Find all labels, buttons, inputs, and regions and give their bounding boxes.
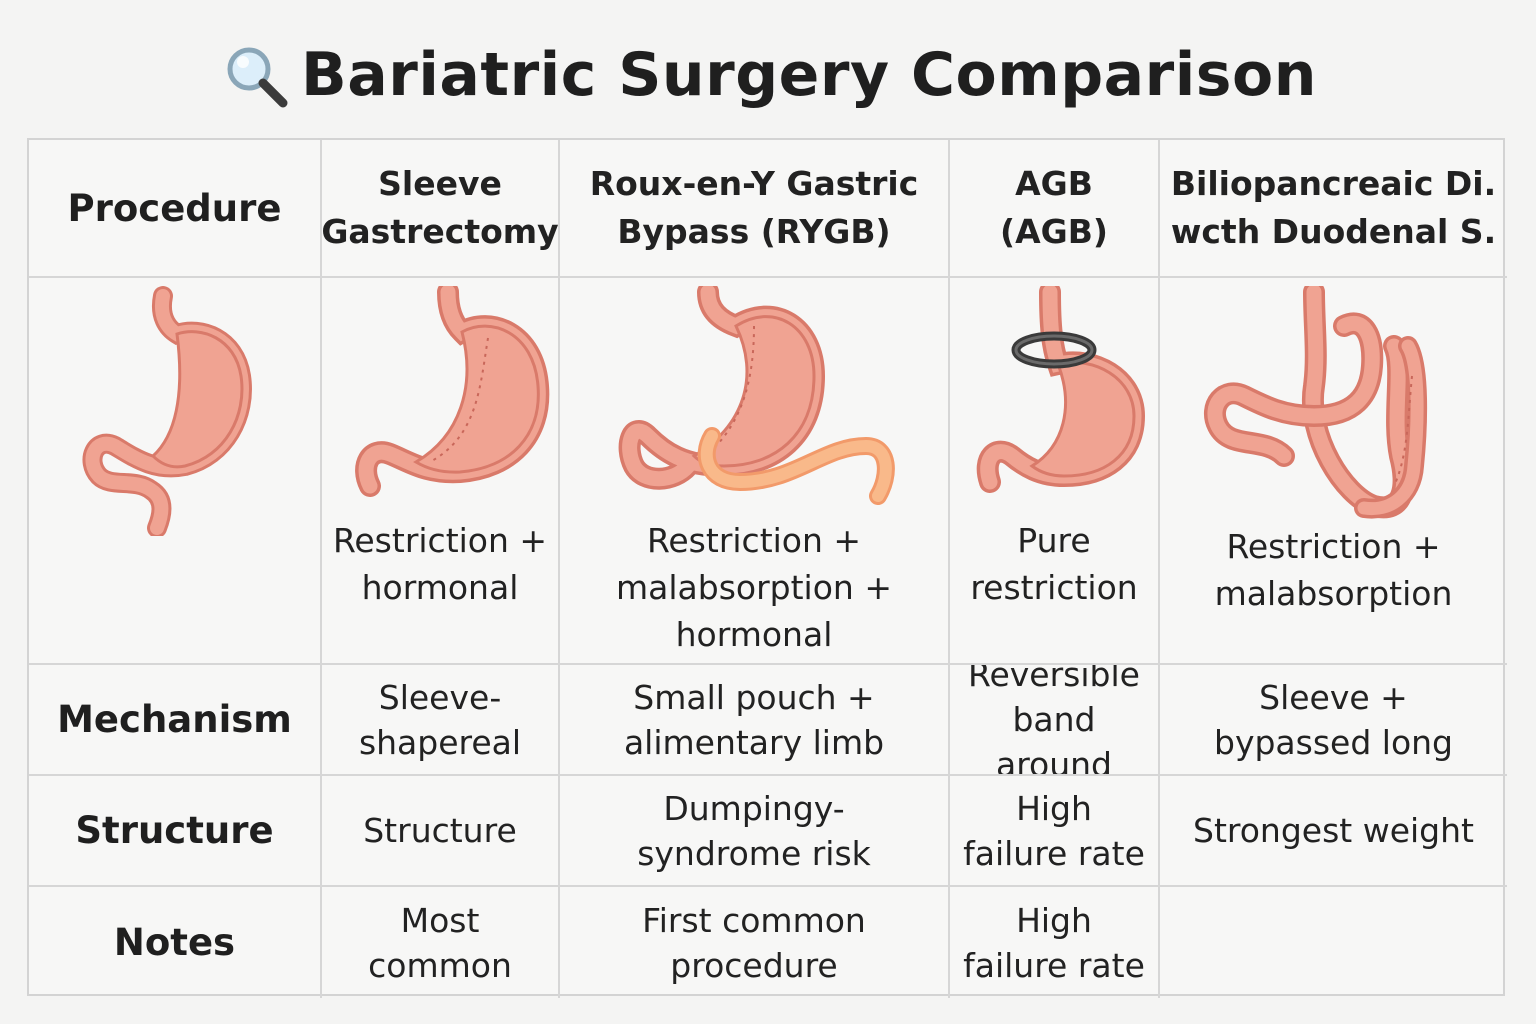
duodenal-switch-icon: [1203, 286, 1427, 519]
illustration-sleeve: Restriction + hormonal: [322, 278, 560, 665]
page-title: Bariatric Surgery Comparison: [301, 40, 1317, 110]
cell-line: Small pouch +: [633, 677, 875, 717]
cell-line: Sleeve-: [378, 677, 502, 717]
header-duodenal-switch: Biliopancreaic Di. wcth Duodenal S.: [1160, 140, 1507, 278]
notes-agb: High failure rate: [950, 887, 1160, 998]
cell-line: Dumpingy-: [663, 788, 845, 828]
caption-line: malabsorption +: [616, 568, 892, 607]
cell-line: High: [1016, 900, 1092, 940]
caption-line: Restriction +: [646, 521, 862, 560]
cell-line: First common: [642, 900, 866, 940]
caption-line: restriction: [970, 568, 1138, 607]
header-agb: AGB (AGB): [950, 140, 1160, 278]
structure-rygb: Dumpingy- syndrome risk: [560, 776, 950, 887]
row-label-notes: Notes: [29, 887, 322, 998]
row-label-structure: Structure: [29, 776, 322, 887]
caption-line: Restriction +: [1226, 527, 1441, 566]
cell-line: High: [1016, 788, 1092, 828]
cell-line: shapereal: [358, 722, 522, 762]
illustration-duodenal-switch: Restriction + malabsorption: [1160, 278, 1507, 665]
illustration-normal: [29, 278, 322, 665]
header-line: (AGB): [1000, 212, 1108, 251]
cell-line: common: [368, 945, 512, 985]
magnifying-glass-icon: [227, 47, 288, 108]
notes-rygb: First common procedure: [560, 887, 950, 998]
cell-line: failure rate: [963, 945, 1145, 985]
structure-agb: High failure rate: [950, 776, 1160, 887]
mechanism-rygb: Small pouch + alimentary limb: [560, 665, 950, 776]
caption-line: Pure: [1017, 521, 1091, 560]
illustration-agb: Pure restriction: [950, 278, 1160, 665]
cell-line: band around: [995, 700, 1113, 776]
mechanism-duodenal-switch: Sleeve + bypassed long: [1160, 665, 1507, 776]
banded-stomach-icon: [976, 286, 1146, 493]
sleeve-stomach-icon: [355, 286, 550, 497]
cell-line: Reversible: [968, 665, 1140, 694]
header-rygb: Roux-en-Y Gastric Bypass (RYGB): [560, 140, 950, 278]
structure-duodenal-switch: Strongest weight: [1160, 776, 1507, 887]
caption-line: hormonal: [361, 568, 519, 607]
structure-sleeve: Structure: [322, 776, 560, 887]
header-line: Roux-en-Y Gastric: [589, 164, 919, 203]
cell-line: failure rate: [963, 833, 1145, 873]
cell-line: syndrome risk: [637, 833, 871, 873]
mechanism-sleeve: Sleeve- shapereal: [322, 665, 560, 776]
header-sleeve-gastrectomy: Sleeve Gastrectomy: [322, 140, 560, 278]
caption-line: malabsorption: [1214, 574, 1453, 613]
cell-line: procedure: [670, 945, 838, 985]
illustration-rygb: Restriction + malabsorption + hormonal: [560, 278, 950, 665]
cell-line: Structure: [363, 811, 517, 850]
header-line: Sleeve: [378, 164, 502, 203]
cell-line: bypassed long: [1214, 722, 1453, 762]
header-line: Bypass (RYGB): [617, 212, 891, 251]
caption-line: hormonal: [675, 615, 833, 654]
header-line: AGB: [1015, 164, 1093, 203]
title-row: Bariatric Surgery Comparison: [0, 30, 1536, 120]
header-line: Biliopancreaic Di.: [1170, 164, 1497, 203]
header-row-label: Procedure: [29, 140, 322, 278]
row-label-mechanism: Mechanism: [29, 665, 322, 776]
cell-line: Sleeve +: [1259, 677, 1408, 717]
normal-stomach-icon: [82, 286, 252, 536]
header-line: wcth Duodenal S.: [1170, 212, 1497, 251]
header-line: Gastrectomy: [322, 212, 559, 251]
comparison-table: Procedure Sleeve Gastrectomy Roux-en-Y G…: [27, 138, 1507, 998]
cell-line: alimentary limb: [623, 722, 885, 762]
bypass-stomach-icon: [618, 286, 895, 505]
notes-sleeve: Most common: [322, 887, 560, 998]
mechanism-agb: Reversible band around: [950, 665, 1160, 776]
notes-duodenal-switch: [1160, 887, 1507, 998]
cell-line: Strongest weight: [1193, 811, 1474, 850]
caption-line: Restriction +: [332, 521, 548, 560]
cell-line: Most: [400, 900, 480, 940]
